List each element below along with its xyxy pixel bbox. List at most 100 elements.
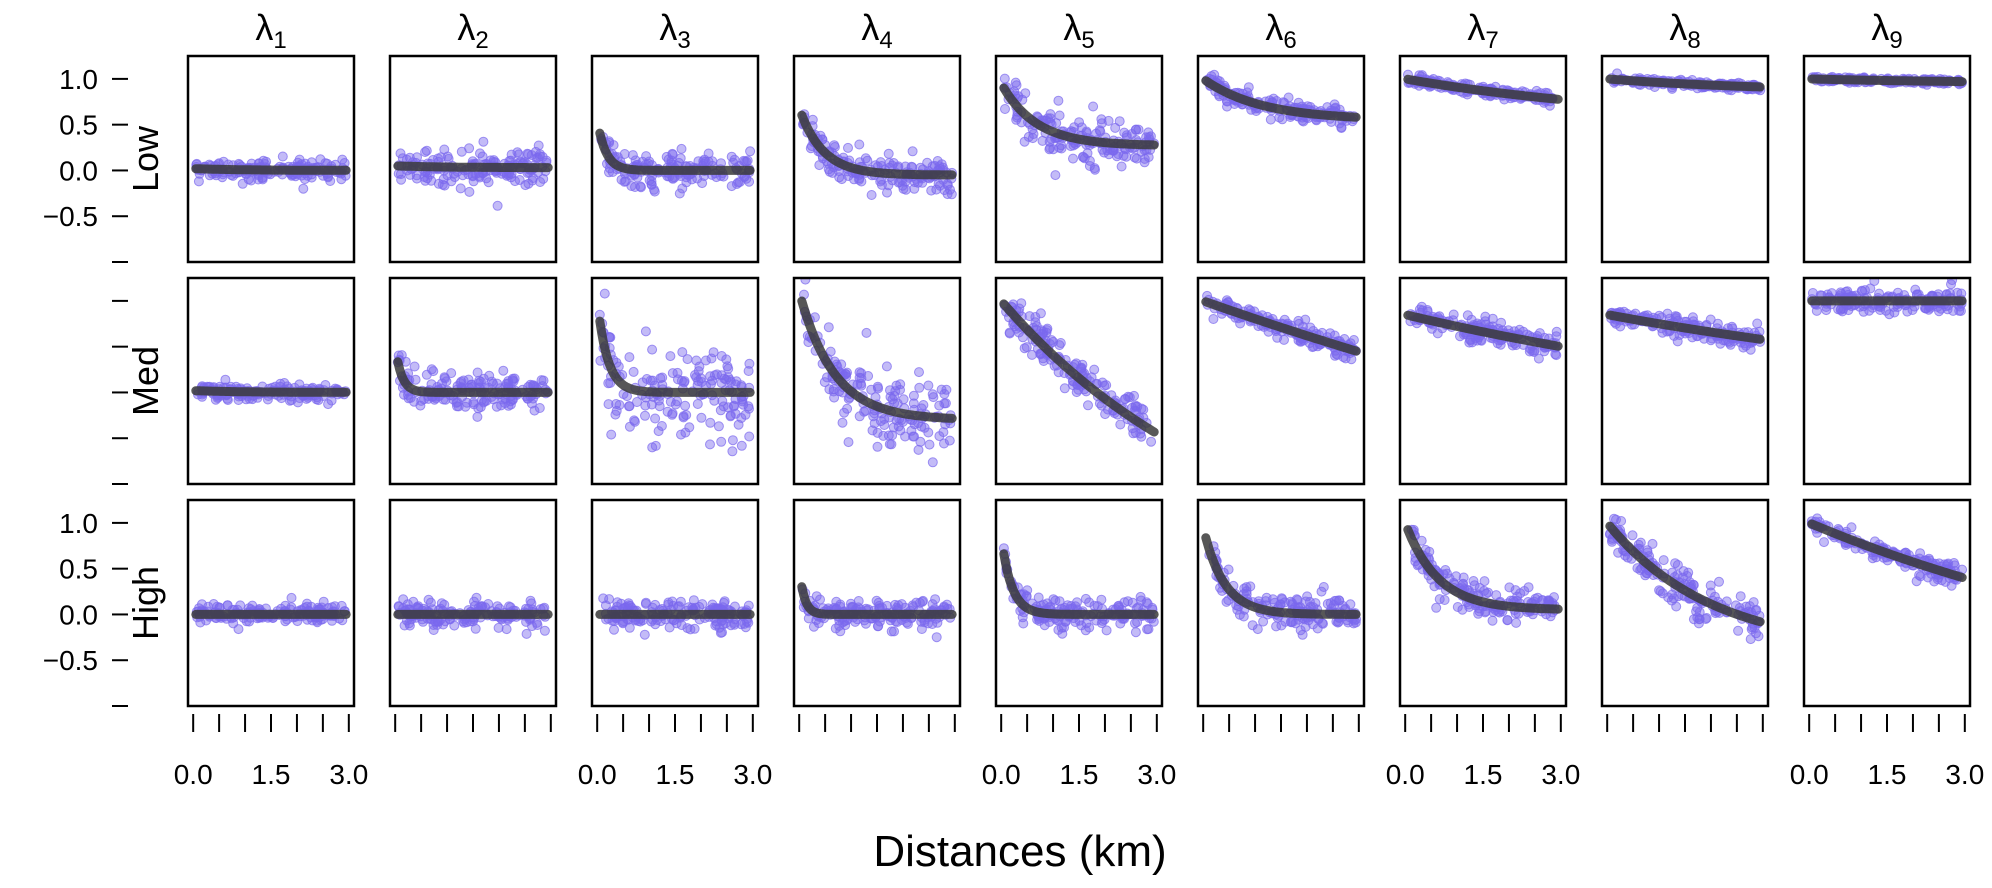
data-point [315,154,326,165]
data-point [739,618,750,629]
fit-line [999,299,1159,437]
data-point [649,184,659,195]
data-point [650,413,661,424]
data-point [1738,342,1749,353]
data-point [1221,596,1232,607]
data-point [523,149,534,160]
data-point [728,157,739,168]
column-header: λ4 [861,7,892,54]
data-point [1694,614,1705,624]
data-point [1532,592,1543,603]
data-point [837,417,848,428]
panel-frame [388,276,558,486]
data-point [675,596,686,607]
data-point [927,457,938,468]
data-point [697,599,708,610]
data-point [676,143,687,154]
data-point [733,419,744,430]
data-point [679,376,690,387]
x-tick-label: 0.0 [1790,759,1829,790]
data-point [612,597,623,608]
data-point [1096,618,1107,629]
panel-frame [388,498,558,708]
data-point [653,395,664,406]
data-point [1096,118,1107,129]
data-point [914,597,925,608]
data-point [745,146,756,157]
fit-line [1605,310,1765,344]
data-point [914,367,924,378]
data-point [860,618,871,629]
data-point [1325,328,1336,339]
panel-frame [1802,498,1972,708]
data-point [1340,353,1351,364]
data-point [879,420,890,430]
data-point [939,438,949,449]
data-point [1068,153,1078,164]
data-point [1533,353,1544,364]
data-point [1622,552,1633,563]
data-point [705,417,716,428]
data-point [470,623,481,634]
data-point [1671,601,1682,612]
data-point [656,421,667,431]
data-point [258,155,269,166]
data-point [1091,128,1102,139]
data-point [895,425,906,436]
data-point [1084,597,1095,608]
data-point [923,380,934,391]
row-label: High [125,566,166,640]
data-point [1846,522,1857,533]
x-tick-label: 3.0 [1541,759,1580,790]
data-point [878,430,889,441]
data-point [741,156,752,167]
x-tick-label: 1.5 [252,759,291,790]
data-point [403,393,414,404]
data-point [539,625,550,636]
data-point [944,435,955,446]
data-point [1746,624,1757,635]
data-point [932,156,943,166]
data-point [736,440,747,451]
data-point [823,164,834,175]
data-point [1332,617,1343,628]
data-point [1534,328,1545,339]
data-point [1277,594,1288,605]
data-point [1611,514,1621,525]
data-point [1265,114,1276,125]
row-label: Low [125,125,166,192]
data-point [667,368,678,379]
panel-frame [590,54,760,264]
data-point [410,374,421,385]
panel-high-5 [998,543,1159,639]
data-point [1089,364,1100,375]
data-point [716,377,727,388]
data-point [1474,583,1485,593]
data-point [1923,304,1934,315]
data-point [915,436,926,447]
data-point [861,327,872,338]
data-point [828,384,839,395]
data-point [1136,403,1147,414]
data-point [743,366,754,376]
data-point [677,347,688,358]
data-point [716,436,727,447]
column-header: λ6 [1265,7,1296,54]
data-point [872,441,883,452]
data-point [525,595,536,606]
data-point [741,173,752,184]
column-header: λ2 [457,7,488,54]
data-point [1329,595,1340,606]
fit-line [595,128,755,175]
data-point [744,403,754,414]
panel-frame [590,276,760,486]
data-point [1657,588,1668,599]
data-point [901,184,911,195]
data-point [1487,313,1498,324]
data-point [1252,624,1263,635]
data-point [1027,349,1037,360]
data-point [868,411,879,422]
data-point [1208,314,1219,324]
data-point [705,439,715,450]
